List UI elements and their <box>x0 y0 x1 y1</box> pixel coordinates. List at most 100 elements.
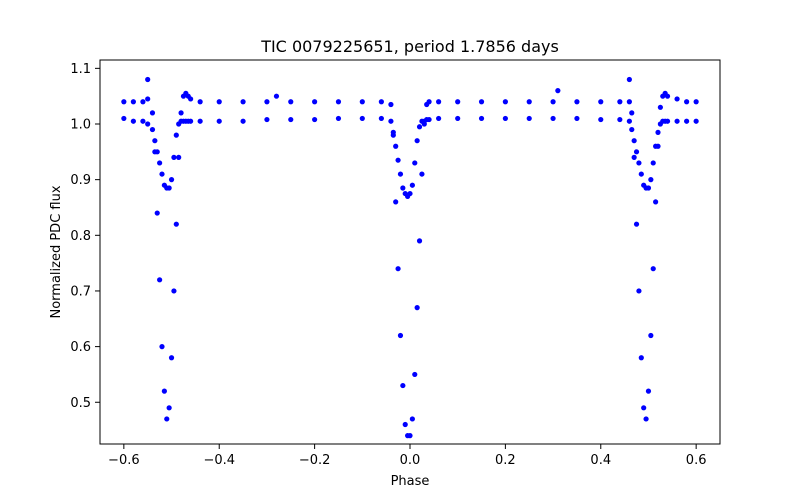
data-point <box>400 185 406 191</box>
x-tick-label: −0.6 <box>108 453 140 468</box>
data-point <box>154 149 160 155</box>
data-point <box>390 129 396 135</box>
data-point <box>598 99 604 105</box>
data-point <box>166 185 172 191</box>
data-point <box>121 115 127 122</box>
data-point <box>152 138 158 144</box>
data-point <box>178 110 184 116</box>
data-point <box>643 416 649 422</box>
data-point <box>388 101 394 108</box>
data-point <box>359 99 365 105</box>
data-point <box>273 93 280 99</box>
data-point <box>197 99 203 105</box>
x-axis-ticks: −0.6 −0.4 −0.2 0.0 0.2 0.4 0.6 <box>108 444 706 468</box>
data-point <box>436 115 442 122</box>
data-point <box>264 116 270 123</box>
x-tick-label: 0.4 <box>590 453 611 468</box>
data-point <box>159 171 165 177</box>
data-point <box>140 118 146 124</box>
data-point <box>359 115 365 122</box>
data-point <box>412 371 418 378</box>
data-point <box>407 433 413 439</box>
x-tick-label: −0.4 <box>203 453 235 468</box>
data-point <box>149 126 156 133</box>
data-point <box>395 266 401 272</box>
data-point <box>168 177 175 183</box>
data-point <box>154 210 160 216</box>
data-point <box>455 115 461 122</box>
data-point <box>161 388 167 394</box>
data-point <box>526 115 532 122</box>
data-point <box>502 99 508 105</box>
data-point <box>393 199 399 205</box>
data-point <box>397 171 404 177</box>
data-point <box>426 116 432 123</box>
data-point <box>409 416 415 422</box>
data-point <box>216 99 222 105</box>
data-point <box>502 115 508 122</box>
data-point <box>197 118 203 124</box>
data-point <box>400 382 406 389</box>
data-point <box>140 99 146 105</box>
data-point <box>653 143 659 149</box>
data-point <box>650 266 656 272</box>
data-point <box>555 88 561 94</box>
data-point <box>188 118 194 124</box>
data-point <box>636 288 642 294</box>
data-point <box>617 99 623 105</box>
data-point <box>173 132 179 138</box>
x-axis-label: Phase <box>391 474 430 489</box>
data-point <box>626 118 632 124</box>
data-point <box>412 160 418 166</box>
data-point <box>638 355 644 361</box>
data-point <box>684 99 690 105</box>
data-point <box>684 118 690 124</box>
data-point <box>164 416 170 422</box>
y-tick-label: 0.8 <box>70 229 91 244</box>
data-point <box>650 160 656 166</box>
data-point <box>574 99 580 105</box>
data-point <box>216 118 222 124</box>
data-point <box>550 115 556 122</box>
data-point <box>130 99 136 105</box>
data-point <box>149 110 156 116</box>
data-point <box>397 332 404 339</box>
data-point <box>168 355 175 361</box>
data-point <box>130 118 136 124</box>
data-point <box>171 288 177 294</box>
data-point <box>626 99 632 105</box>
data-point <box>419 171 425 177</box>
data-point <box>636 160 642 166</box>
data-point <box>653 199 659 205</box>
y-tick-label: 0.9 <box>70 173 91 188</box>
data-point <box>157 277 163 283</box>
data-point <box>478 115 485 122</box>
data-point <box>631 154 637 160</box>
data-point <box>407 190 413 197</box>
data-point <box>436 99 442 105</box>
data-point <box>335 99 342 105</box>
x-tick-label: 0.2 <box>495 453 516 468</box>
data-point <box>145 121 151 127</box>
data-point <box>629 126 635 133</box>
x-tick-label: −0.2 <box>299 453 331 468</box>
data-point <box>416 124 423 130</box>
data-point <box>550 99 556 105</box>
data-point <box>574 115 580 122</box>
data-point <box>598 116 604 123</box>
data-point <box>648 332 654 339</box>
data-point <box>633 149 640 155</box>
data-point <box>378 99 384 105</box>
data-point <box>416 238 423 244</box>
data-point <box>426 99 432 105</box>
data-point <box>631 138 637 144</box>
data-point <box>145 96 151 102</box>
data-point <box>645 185 652 191</box>
data-point <box>693 118 699 124</box>
data-point <box>288 99 294 105</box>
data-point <box>657 104 663 110</box>
y-axis-ticks: 0.5 0.6 0.7 0.8 0.9 1.0 1.1 <box>70 62 100 411</box>
data-point <box>641 405 647 411</box>
data-point <box>409 182 415 188</box>
data-point <box>335 115 342 122</box>
